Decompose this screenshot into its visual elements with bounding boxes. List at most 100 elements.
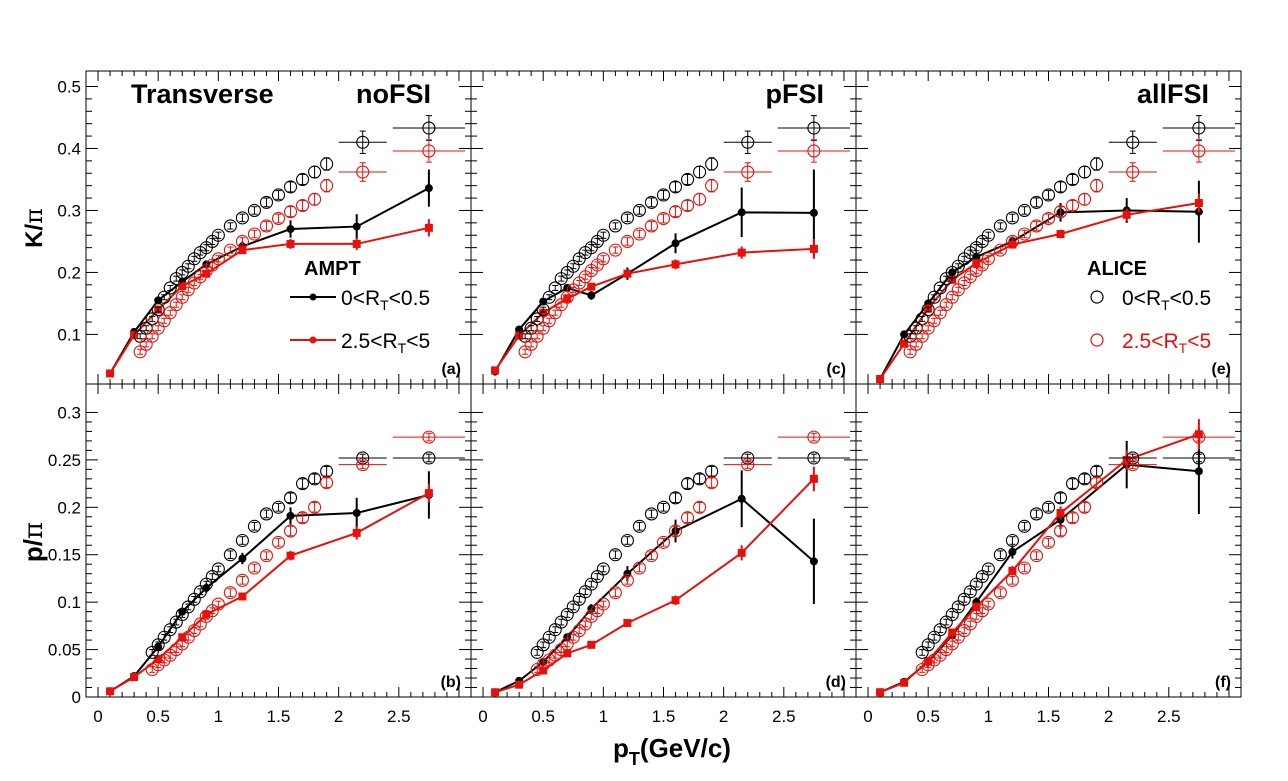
data-point — [668, 491, 683, 505]
x-tick-label: 2.5 — [772, 707, 796, 726]
panel-a-data — [106, 115, 465, 378]
data-point — [1056, 230, 1065, 239]
data-point — [620, 533, 634, 548]
y-tick-label: 0.3 — [57, 403, 81, 422]
x-axis-label: pT(GeV/c) — [613, 733, 731, 769]
data-point — [1066, 198, 1080, 213]
data-point — [737, 494, 746, 503]
panel-label: (d) — [826, 674, 846, 691]
data-point — [308, 500, 322, 514]
data-point — [741, 165, 755, 179]
data-point — [352, 222, 361, 231]
data-point — [1078, 192, 1092, 206]
data-point — [422, 144, 436, 158]
data-point — [271, 535, 286, 549]
data-point — [1029, 195, 1044, 209]
data-point — [491, 366, 500, 375]
legend-ampt-entry-0: 0<RT<0.5 — [341, 287, 430, 313]
data-point — [286, 225, 295, 234]
data-point — [608, 219, 622, 233]
data-point — [259, 507, 274, 521]
data-point — [283, 491, 298, 505]
data-point — [238, 554, 247, 563]
panel-e-data — [876, 115, 1235, 384]
data-point — [283, 524, 298, 538]
data-point — [681, 511, 695, 525]
data-point — [356, 135, 370, 149]
data-point — [981, 597, 995, 611]
data-point — [1056, 508, 1065, 517]
data-point — [1194, 467, 1203, 476]
data-point — [671, 596, 680, 605]
x-tick-label: 2 — [719, 707, 728, 726]
panel-e-frame — [855, 70, 1242, 385]
y-axis-label-top: K/π — [20, 208, 48, 248]
data-point — [259, 549, 274, 563]
panel-d: 0 0.5 1 1.5 2 2.5 (d) — [470, 383, 857, 726]
data-point — [632, 561, 646, 575]
y-tick-label: 0.15 — [48, 546, 81, 565]
y-tick-label: 0.25 — [48, 451, 81, 470]
y-tick-label: 0.1 — [57, 593, 81, 612]
panel-b-data — [106, 430, 465, 696]
data-point — [1029, 549, 1044, 563]
data-point — [1090, 179, 1104, 193]
data-point — [286, 551, 295, 560]
data-point — [705, 476, 719, 490]
data-point — [656, 188, 671, 202]
panel-subtitle: noFSI — [356, 79, 431, 109]
data-point — [247, 519, 261, 533]
data-point — [1053, 491, 1068, 505]
data-point — [608, 548, 622, 562]
panel-label: (a) — [441, 361, 461, 378]
panel-title: Transverse — [131, 79, 274, 109]
data-point — [693, 472, 707, 486]
data-point — [807, 451, 821, 465]
data-point — [271, 211, 286, 226]
data-point — [1078, 165, 1092, 179]
panel-title: pFSI — [766, 79, 825, 109]
data-point — [320, 157, 334, 171]
data-point — [308, 472, 322, 486]
data-point — [900, 339, 909, 348]
data-point — [296, 198, 310, 213]
data-point — [981, 252, 995, 266]
data-point — [596, 597, 610, 611]
data-point — [876, 375, 885, 384]
data-point — [1041, 535, 1056, 549]
x-tick-label: 1.5 — [267, 707, 291, 726]
data-point — [993, 548, 1007, 562]
data-point — [211, 562, 225, 576]
data-point — [981, 562, 995, 576]
data-point — [1005, 533, 1019, 548]
data-point — [656, 211, 671, 226]
data-point — [681, 198, 695, 213]
data-point — [741, 135, 755, 149]
x-tick-label: 2 — [334, 707, 343, 726]
data-point — [106, 687, 115, 696]
data-point — [693, 500, 707, 514]
data-point — [106, 369, 115, 378]
x-tick-label: 0 — [93, 707, 102, 726]
data-point — [157, 290, 171, 304]
x-tick-label: 1.5 — [652, 707, 676, 726]
data-point — [1126, 165, 1140, 179]
data-point — [671, 260, 680, 269]
data-point — [1041, 500, 1056, 514]
data-point — [596, 562, 610, 576]
data-point — [693, 192, 707, 206]
data-point — [632, 519, 646, 533]
data-point — [536, 303, 550, 317]
data-point — [656, 535, 671, 549]
data-point — [238, 246, 247, 255]
y-axis-label-bottom: p/π — [18, 522, 49, 562]
data-point — [1017, 561, 1031, 575]
x-tick-label: 0 — [478, 707, 487, 726]
data-point — [807, 121, 821, 135]
data-point — [981, 228, 995, 242]
data-point — [1029, 219, 1044, 233]
data-point — [644, 219, 659, 233]
data-point — [352, 528, 361, 537]
data-point — [515, 680, 524, 689]
data-point — [235, 234, 249, 248]
